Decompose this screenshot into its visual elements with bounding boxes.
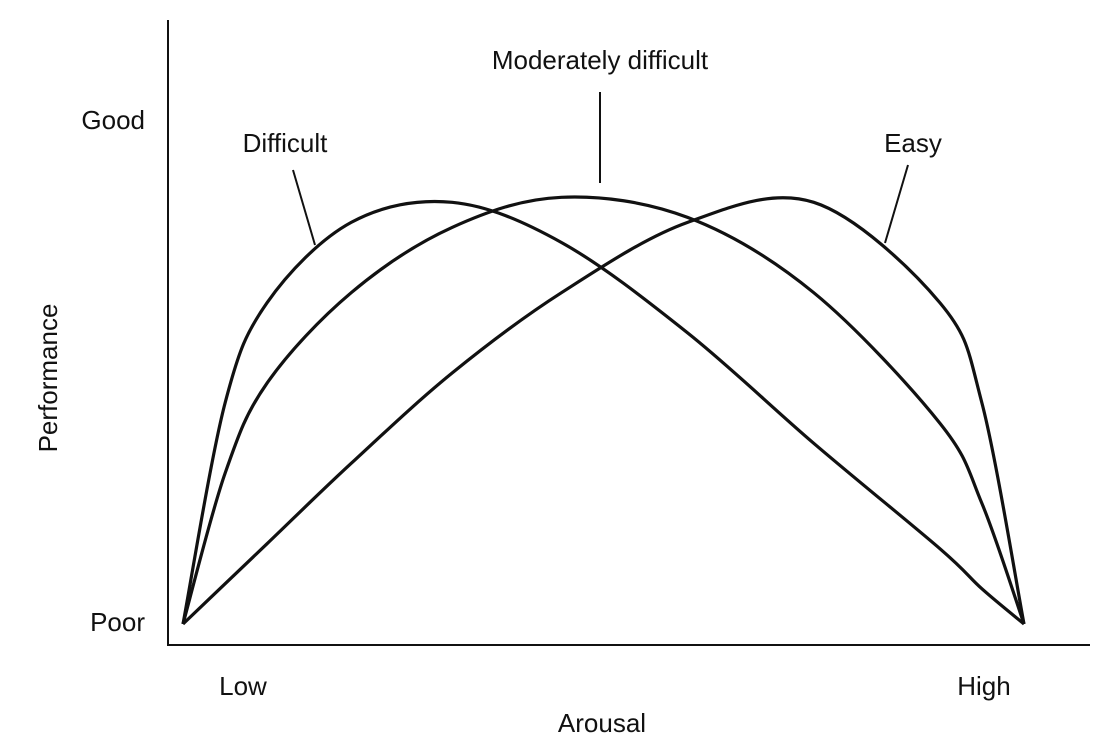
curve-label: Difficult: [243, 128, 329, 158]
x-tick-label: Low: [219, 671, 267, 701]
curve: [181, 196, 1026, 626]
curve-label: Easy: [884, 128, 942, 158]
y-tick-label: Good: [81, 105, 145, 135]
curve: [181, 199, 1026, 626]
y-axis-label: Performance: [33, 304, 63, 453]
annotation-pointer: [884, 164, 909, 244]
curve: [181, 195, 1026, 625]
x-tick-label: High: [957, 671, 1010, 701]
y-tick-label: Poor: [90, 607, 145, 637]
annotation-pointer: [292, 169, 316, 246]
curve-label: Moderately difficult: [492, 45, 709, 75]
x-axis-label: Arousal: [558, 708, 646, 738]
